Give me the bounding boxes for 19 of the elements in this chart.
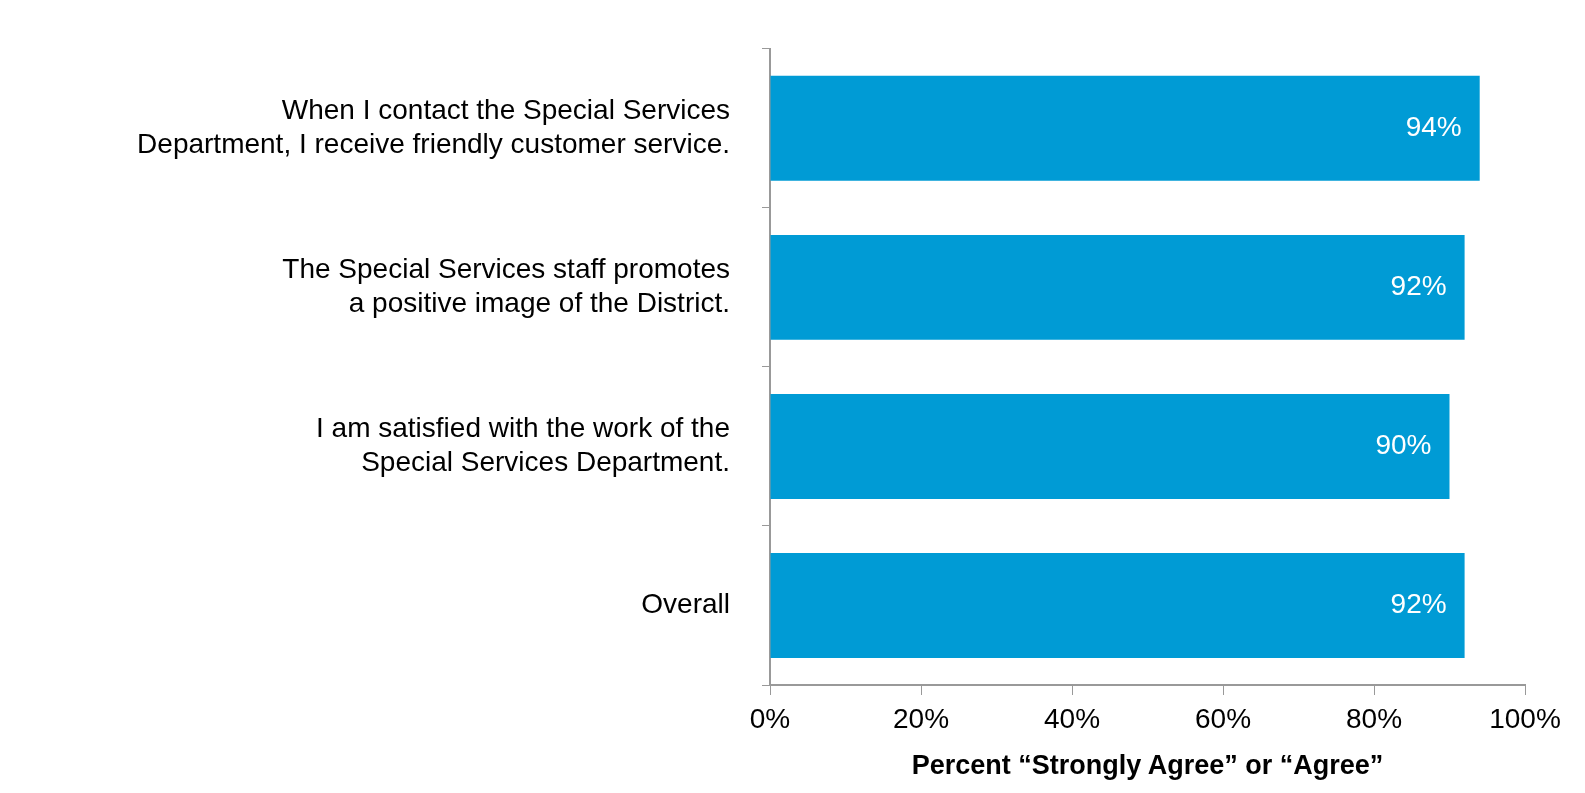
x-tick-label: 0% — [749, 702, 791, 734]
bar — [770, 552, 1465, 658]
x-tick-label: 40% — [1043, 702, 1101, 734]
bar — [770, 75, 1480, 181]
x-tick-label: 80% — [1345, 702, 1403, 734]
data-label: 94% — [1405, 111, 1462, 143]
y-tick-label: Overall — [641, 588, 730, 620]
y-tick-label: The Special Services staff promotes a positive image of the District. — [282, 253, 730, 318]
x-tick-label: 60% — [1194, 702, 1252, 734]
y-tick-label: When I contact the Special Services Department, I receive friendly customer service. — [137, 94, 730, 159]
x-axis-title: Percent “Strongly Agree” or “Agree” — [911, 750, 1384, 781]
x-tick-label: 20% — [892, 702, 950, 734]
data-label: 92% — [1390, 270, 1447, 302]
data-label: 90% — [1375, 429, 1432, 461]
y-tick-label: I am satisfied with the work of the Special Services Department. — [316, 412, 730, 477]
bar — [770, 234, 1465, 340]
data-label: 92% — [1390, 588, 1447, 620]
x-tick-label: 100% — [1489, 702, 1561, 734]
bar — [770, 393, 1450, 499]
